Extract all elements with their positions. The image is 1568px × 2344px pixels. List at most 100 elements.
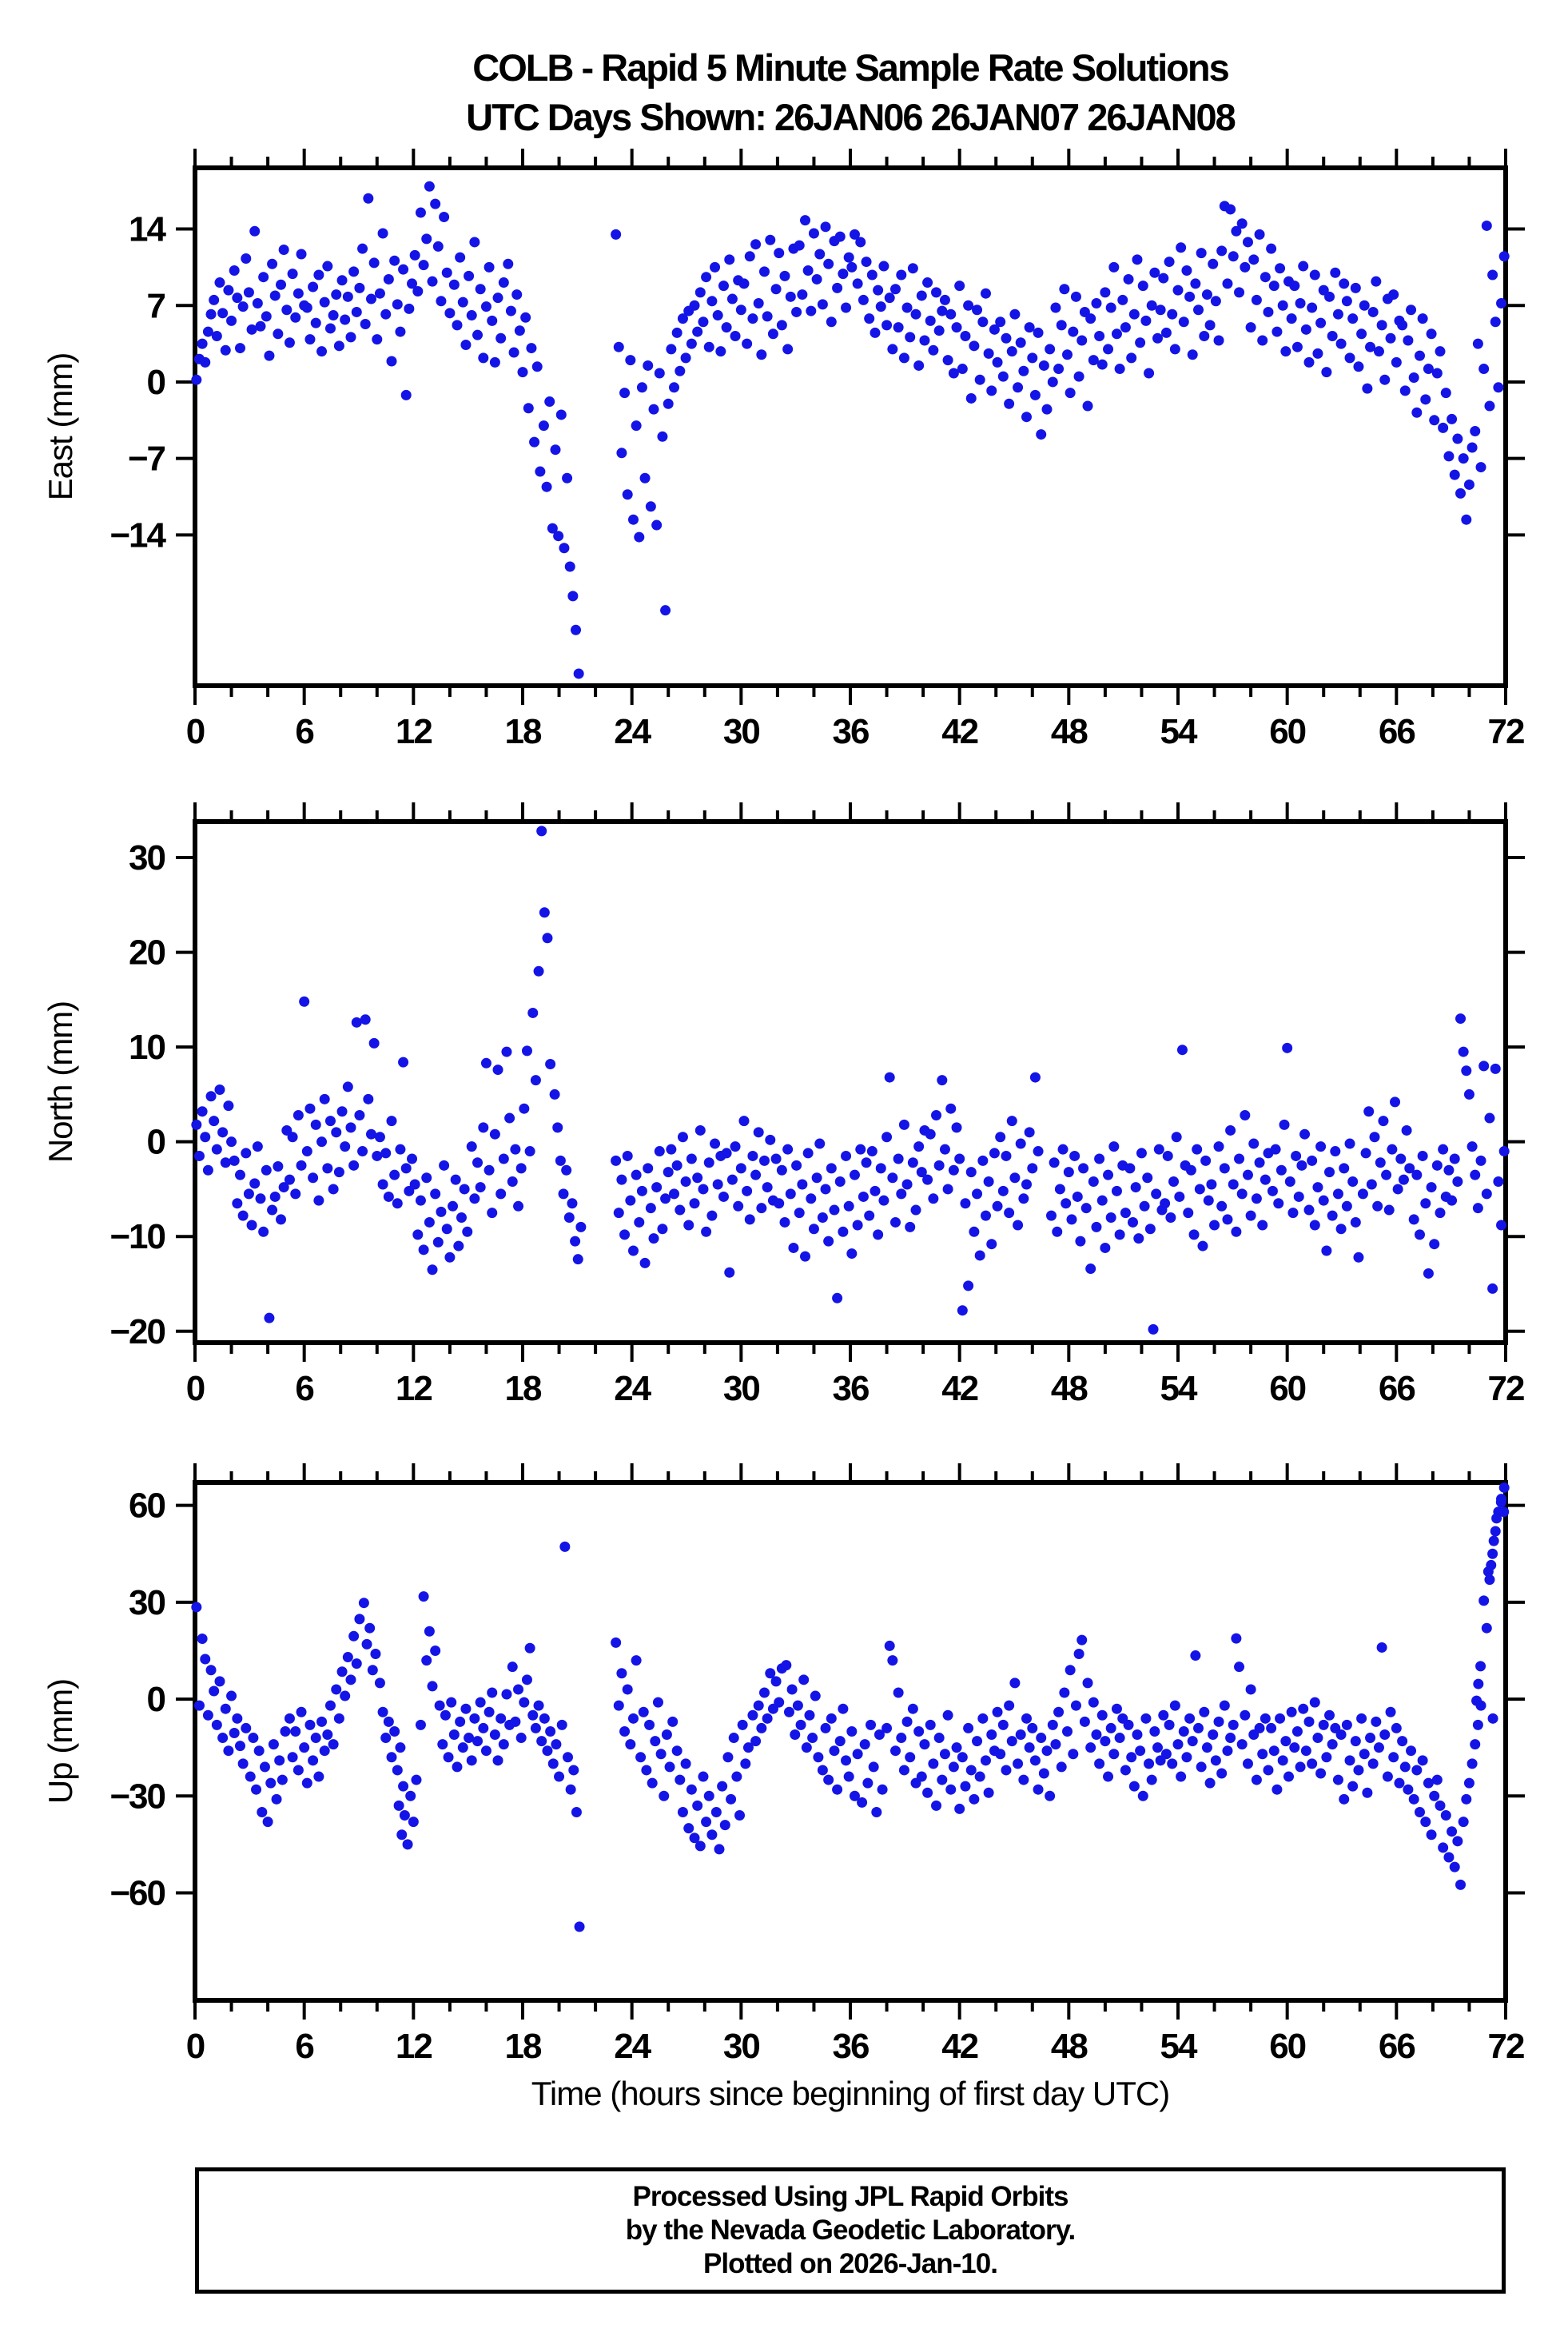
data-point — [875, 301, 886, 312]
data-point — [472, 1736, 484, 1747]
data-point — [430, 1645, 441, 1656]
data-point — [619, 388, 631, 399]
data-point — [1470, 1739, 1481, 1750]
data-point — [841, 302, 852, 313]
data-point — [439, 1160, 450, 1171]
data-point — [452, 1761, 463, 1773]
data-point — [1438, 1144, 1449, 1155]
data-point — [807, 1733, 818, 1744]
data-point — [907, 1703, 918, 1714]
data-point — [1242, 1169, 1253, 1180]
data-point — [1303, 1716, 1315, 1727]
data-point — [368, 257, 380, 269]
data-point — [726, 293, 738, 304]
data-point — [965, 1765, 977, 1776]
data-point — [1272, 326, 1283, 337]
data-point — [817, 1765, 828, 1776]
data-point — [372, 1150, 383, 1161]
data-point — [1391, 1722, 1402, 1733]
data-point — [616, 448, 627, 459]
data-point — [487, 1208, 498, 1219]
data-point — [913, 1141, 925, 1152]
data-point — [1406, 304, 1417, 316]
x-tick-label: 6 — [295, 1369, 313, 1408]
data-point — [389, 1169, 400, 1180]
data-point — [1015, 337, 1026, 348]
data-point — [814, 249, 826, 260]
data-point — [931, 1800, 942, 1811]
data-point — [747, 313, 758, 324]
chart-title-line2: UTC Days Shown: 26JAN06 26JAN07 26JAN08 — [466, 96, 1236, 138]
data-point — [721, 1148, 732, 1159]
data-point — [504, 1112, 515, 1124]
data-point — [304, 1719, 316, 1730]
data-point — [1172, 1739, 1184, 1750]
data-point — [547, 1758, 559, 1769]
data-point — [1158, 1709, 1169, 1721]
data-point — [418, 1244, 429, 1256]
data-point — [1103, 344, 1114, 355]
data-point — [1324, 1167, 1335, 1178]
data-point — [1066, 1214, 1077, 1225]
data-point — [781, 1660, 792, 1671]
data-point — [706, 1829, 718, 1841]
data-point — [800, 215, 811, 226]
data-point — [1155, 304, 1166, 316]
data-point — [826, 1713, 837, 1724]
data-point — [1178, 1725, 1189, 1737]
time-axis-label: Time (hours since beginning of first day… — [531, 2075, 1170, 2112]
data-point — [1120, 1765, 1131, 1776]
data-point — [1411, 407, 1423, 418]
data-point — [1070, 1700, 1081, 1711]
data-point — [925, 1719, 936, 1730]
data-point — [214, 277, 225, 289]
data-point — [324, 1116, 336, 1127]
data-point — [1356, 328, 1367, 340]
y-tick-label: 7 — [147, 286, 165, 325]
data-point — [466, 1141, 477, 1152]
data-point — [1275, 263, 1286, 274]
data-point — [724, 1267, 735, 1278]
data-point — [1263, 306, 1274, 317]
data-point — [1210, 1755, 1221, 1766]
data-point — [683, 1220, 694, 1231]
data-point — [703, 1790, 714, 1801]
data-point — [377, 228, 388, 239]
data-point — [1291, 341, 1303, 352]
data-point — [1059, 284, 1070, 295]
data-point — [412, 1229, 424, 1240]
data-point — [611, 1637, 622, 1648]
data-point — [1103, 1169, 1114, 1180]
data-point — [650, 1736, 661, 1747]
data-point — [1359, 1749, 1370, 1760]
data-point — [1049, 1157, 1060, 1168]
data-point — [1493, 1176, 1504, 1187]
data-point — [527, 1709, 539, 1721]
data-point — [1174, 1191, 1185, 1202]
data-point — [1065, 388, 1076, 399]
data-point — [983, 1176, 994, 1187]
data-point — [613, 1208, 624, 1219]
data-point — [1047, 1719, 1058, 1730]
data-point — [862, 1777, 874, 1789]
data-point — [552, 1122, 563, 1133]
data-point — [1339, 1793, 1350, 1805]
data-point — [243, 287, 254, 298]
data-point — [937, 305, 948, 316]
data-point — [287, 1132, 298, 1143]
data-point — [276, 279, 287, 290]
data-point — [1225, 1733, 1236, 1744]
data-point — [1117, 294, 1128, 305]
data-point — [657, 431, 668, 442]
data-point — [342, 291, 353, 302]
data-point — [758, 266, 770, 277]
data-point — [296, 249, 307, 260]
data-point — [351, 306, 362, 317]
x-tick-label: 0 — [186, 1369, 205, 1408]
data-point — [1284, 1176, 1295, 1187]
data-point — [737, 1719, 748, 1730]
data-point — [1185, 1164, 1196, 1176]
data-point — [1178, 316, 1189, 328]
data-point — [945, 1103, 957, 1114]
